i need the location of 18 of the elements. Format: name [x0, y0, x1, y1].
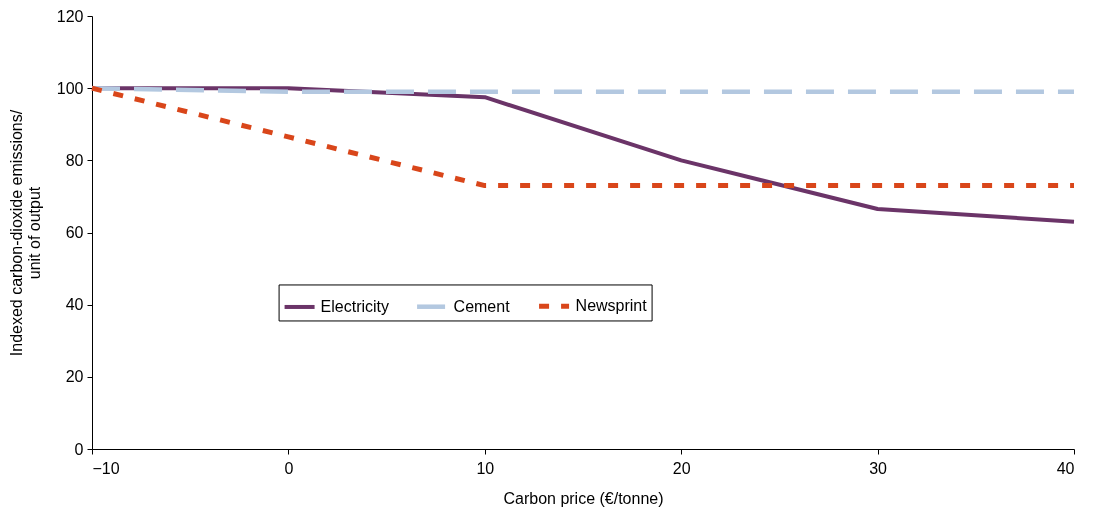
y-axis-title: Indexed carbon-dioxide emissions/ unit of output [7, 109, 43, 357]
y-tick-label: 80 [65, 151, 84, 169]
y-tick-label: 40 [65, 296, 84, 314]
y-tick-label: 0 [74, 440, 84, 458]
legend-label: Newsprint [575, 297, 648, 315]
y-tick-label: 100 [56, 79, 84, 97]
x-tick-label: 0 [284, 459, 294, 477]
x-tick-label: 10 [476, 459, 495, 477]
y-tick-label: 120 [56, 7, 84, 25]
x-tick-label: −10 [92, 459, 120, 477]
legend-label: Cement [453, 297, 511, 315]
x-tick-label: 20 [672, 459, 691, 477]
x-axis-title: Carbon price (€/tonne) [503, 489, 664, 507]
y-tick-label: 60 [65, 224, 84, 241]
x-tick-label: 30 [869, 459, 888, 477]
legend-label: Electricity [320, 297, 390, 315]
x-tick-label: 40 [1056, 459, 1075, 477]
y-tick-label: 20 [65, 368, 84, 386]
